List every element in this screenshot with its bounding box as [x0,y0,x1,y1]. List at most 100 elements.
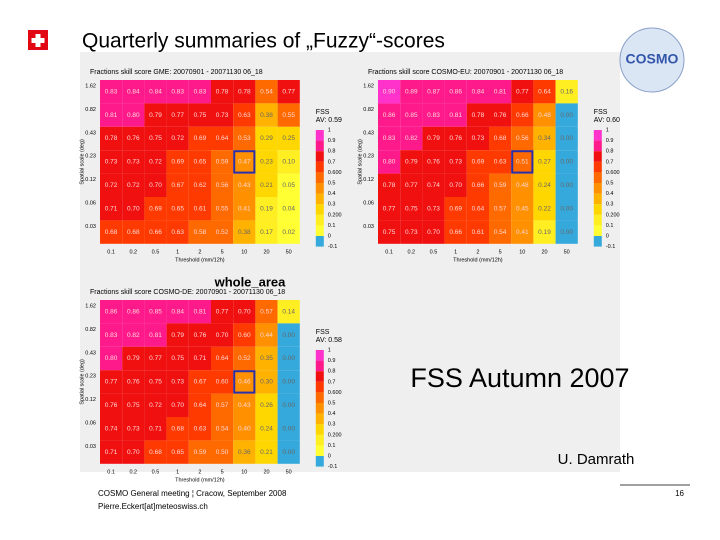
col-label: 0.5 [430,249,438,255]
heatmap-cell [511,126,534,151]
heatmap-cell [166,393,189,417]
cell-value: 0.54 [216,425,229,432]
cell-value: 0.57 [260,308,273,315]
cell-value: 0.67 [194,379,207,386]
cell-value: 0.72 [149,402,162,409]
cell-value: 0.69 [171,159,184,166]
cell-value: 0.75 [149,379,162,386]
heatmap-cell [122,417,145,441]
colorbar-segment [315,434,324,446]
heatmap-cell [255,173,278,197]
cell-value: 0.44 [260,332,273,339]
colorbar-label: 0.7 [328,159,336,165]
cell-value: 0.24 [260,425,273,432]
cell-value: 0.38 [238,229,251,236]
heatmap-cell [211,103,234,127]
heatmap-cell [466,126,489,151]
cell-value: 0.71 [105,449,118,456]
cell-value: 0.61 [472,229,485,236]
legend-title: FSS [316,329,330,336]
heatmap-cell [211,126,234,151]
cell-value: 0.19 [260,205,273,212]
cell-value: 0.56 [516,135,529,142]
row-label: 0.23 [363,154,374,160]
cell-value: 0.64 [194,402,207,409]
cell-value: 0.00 [282,355,295,362]
colorbar-segment [593,161,602,173]
cell-value: 0.71 [194,355,207,362]
cell-value: 0.69 [149,205,162,212]
cell-value: 0.86 [383,112,396,119]
cell-value: 0.73 [171,379,184,386]
heatmap-cell [122,197,145,221]
cell-value: 0.59 [216,159,229,166]
cell-value: 0.23 [260,159,273,166]
cell-value: 0.41 [516,229,529,236]
cell-value: 0.00 [560,135,573,142]
heatmap-cell [444,103,467,127]
heatmap-cell [122,323,145,347]
cell-value: 0.68 [105,229,118,236]
colorbar-segment [315,403,324,414]
colorbar-label: 0.7 [606,159,614,165]
cell-value: 0.34 [538,135,551,142]
colorbar-label: -0.1 [606,244,615,250]
cell-value: 0.73 [216,112,229,119]
cell-value: 0.78 [238,88,251,95]
colorbar-label: 0.9 [606,138,614,144]
heatmap-cell [277,173,300,197]
cell-value: 0.63 [194,425,207,432]
heatmap-cell [277,323,300,347]
cell-value: 0.79 [127,355,140,362]
row-label: 0.06 [85,420,96,426]
cell-value: 0.83 [171,88,184,95]
heatmap-cell [277,417,300,441]
cell-value: 0.69 [472,159,485,166]
col-label: 50 [286,469,292,475]
colorbar-label: 0.4 [606,191,614,197]
row-label: 0.43 [363,130,374,136]
cell-value: 0.10 [282,159,295,166]
cell-value: 0.81 [105,112,118,119]
heatmap-cell [100,393,123,417]
heatmap-cell [100,417,123,441]
cell-value: 0.66 [516,112,529,119]
row-label: 0.03 [363,224,374,230]
heatmap-cell [555,103,578,127]
cell-value: 0.05 [282,182,295,189]
cell-value: 0.75 [171,355,184,362]
cell-value: 0.79 [427,135,440,142]
heatmap-cell [122,370,145,394]
cell-value: 0.87 [427,88,440,95]
row-label: 0.12 [363,177,374,183]
cell-value: 0.22 [538,205,551,212]
cell-value: 0.45 [516,205,529,212]
cell-value: 0.77 [282,88,295,95]
colorbar-label: 0.9 [328,358,336,364]
cell-value: 0.78 [383,182,396,189]
cell-value: 0.55 [282,112,295,119]
heatmap-cell [400,150,423,174]
heatmap-cell [211,300,234,324]
cell-value: 0.16 [560,88,573,95]
heatmap-cell [166,417,189,441]
cell-value: 0.00 [560,159,573,166]
heatmap-cell [255,323,278,347]
heatmap-cell [188,323,211,347]
heatmap-cell [466,173,489,197]
heatmap-cell [144,440,167,464]
cell-value: 0.78 [472,112,485,119]
cell-value: 0.74 [105,425,118,432]
cell-value: 0.76 [449,135,462,142]
cell-value: 0.41 [238,205,251,212]
cell-value: 0.00 [282,425,295,432]
logo [619,27,685,93]
heatmap-cell [378,80,401,104]
heatmap-cell [122,393,145,417]
colorbar-segment [315,161,324,173]
cell-value: 0.00 [560,112,573,119]
cell-value: 0.70 [127,205,140,212]
panel-title: Fractions skill score COSMO-EU: 20070901… [368,69,563,76]
highlight-box [511,150,534,174]
heatmap-cell [233,220,256,244]
